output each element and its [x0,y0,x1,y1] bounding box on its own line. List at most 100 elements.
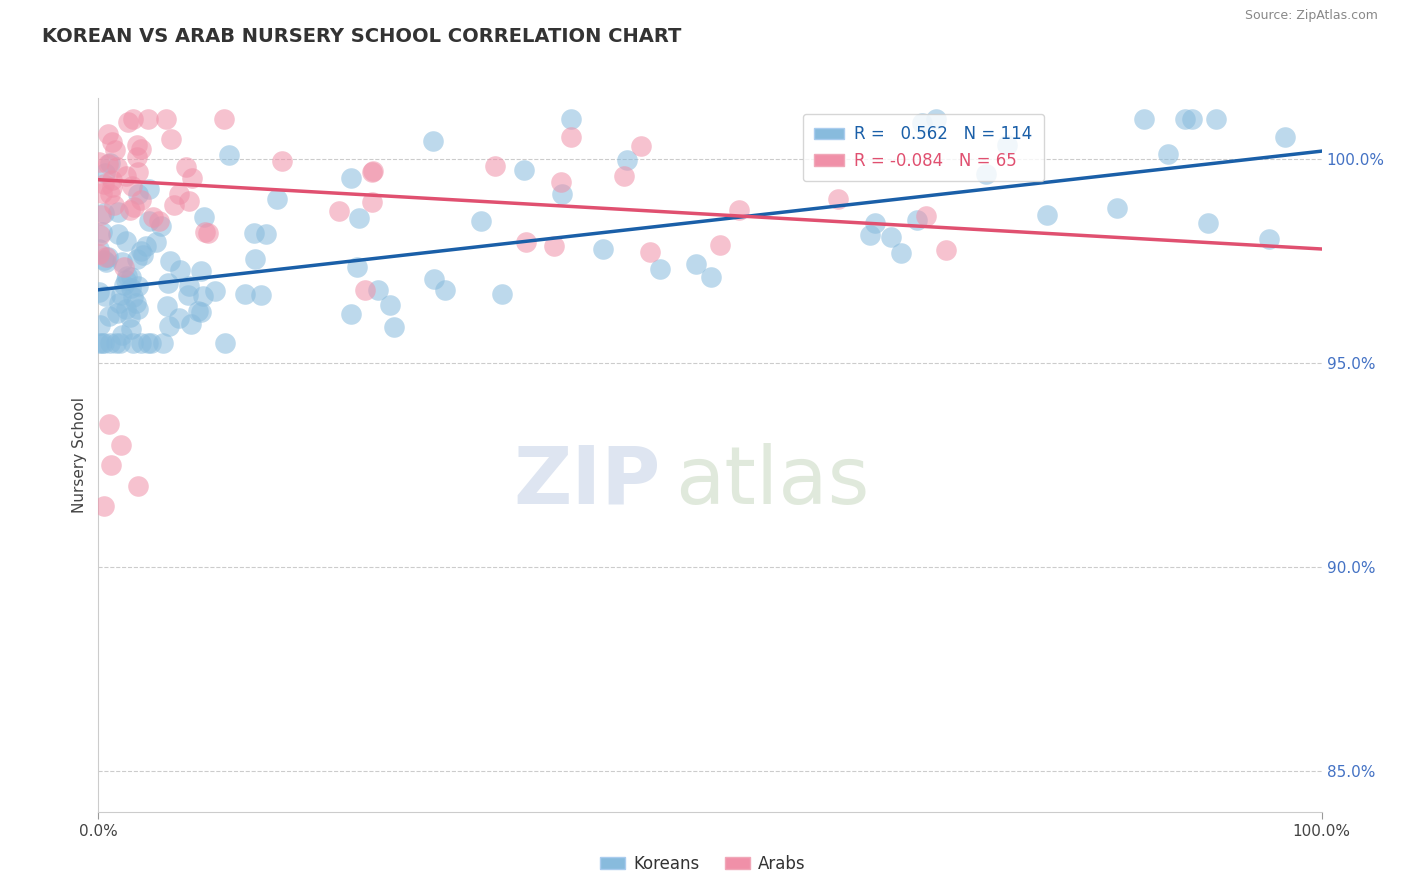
Point [361,164,384,178]
Point [94,255,117,269]
Point [122,290,145,304]
Point [243,252,266,267]
Point [98,156,121,170]
Point [880,229,903,244]
Point [214,335,236,350]
Point [613,169,636,184]
Point [115,268,138,283]
Point [648,261,671,276]
Point [935,244,957,258]
Point [367,284,389,298]
Point [347,211,370,225]
Point [346,260,368,274]
Point [136,112,159,126]
Point [169,262,191,277]
Point [204,284,226,298]
Point [139,335,162,350]
Point [90,225,112,239]
Point [107,227,129,241]
Point [177,194,200,209]
Point [105,335,128,350]
Point [122,335,145,350]
Point [423,272,446,286]
Point [543,239,565,253]
Point [491,287,513,301]
Point [90,335,112,350]
Text: atlas: atlas [675,442,869,521]
Point [433,283,456,297]
Point [91,186,114,200]
Point [270,153,292,168]
Point [127,301,149,316]
Point [515,235,537,249]
Point [118,310,141,324]
Point [197,226,219,240]
Point [328,204,350,219]
Point [127,150,149,164]
Point [378,298,401,312]
Point [914,209,936,223]
Point [118,203,141,218]
Point [254,227,277,241]
Point [129,244,152,259]
Point [112,260,135,274]
Point [120,281,142,295]
Point [638,245,661,260]
Point [136,335,159,350]
Point [93,289,115,303]
Point [727,202,749,217]
Point [422,134,444,148]
Point [156,276,179,290]
Point [193,211,215,225]
Point [152,335,174,350]
Point [709,238,731,252]
Point [121,112,143,126]
Point [159,254,181,268]
Point [157,318,180,333]
Point [995,138,1018,153]
Point [382,319,405,334]
Point [1197,216,1219,230]
Point [145,235,167,249]
Point [827,192,849,206]
Point [187,304,209,318]
Point [127,279,149,293]
Point [93,177,115,191]
Point [101,173,124,187]
Point [174,160,197,174]
Point [94,251,117,265]
Point [108,335,131,350]
Point [129,142,152,156]
Point [905,213,928,227]
Point [1133,112,1156,126]
Point [100,458,122,472]
Point [97,157,120,171]
Point [138,213,160,227]
Point [616,153,638,167]
Point [592,242,614,256]
Point [354,283,377,297]
Point [1205,112,1227,126]
Point [1174,112,1197,126]
Point [194,226,217,240]
Point [163,197,186,211]
Point [93,205,115,219]
Point [218,148,240,162]
Point [132,248,155,262]
Point [179,279,201,293]
Point [100,335,122,350]
Point [180,170,202,185]
Point [127,186,149,201]
Text: ZIP: ZIP [513,442,661,521]
Point [250,288,273,302]
Point [551,187,574,202]
Point [700,269,723,284]
Point [117,115,139,129]
Point [233,287,256,301]
Point [190,305,212,319]
Point [1274,130,1296,145]
Point [89,227,111,242]
Point [97,250,120,264]
Point [266,192,288,206]
Point [97,417,120,432]
